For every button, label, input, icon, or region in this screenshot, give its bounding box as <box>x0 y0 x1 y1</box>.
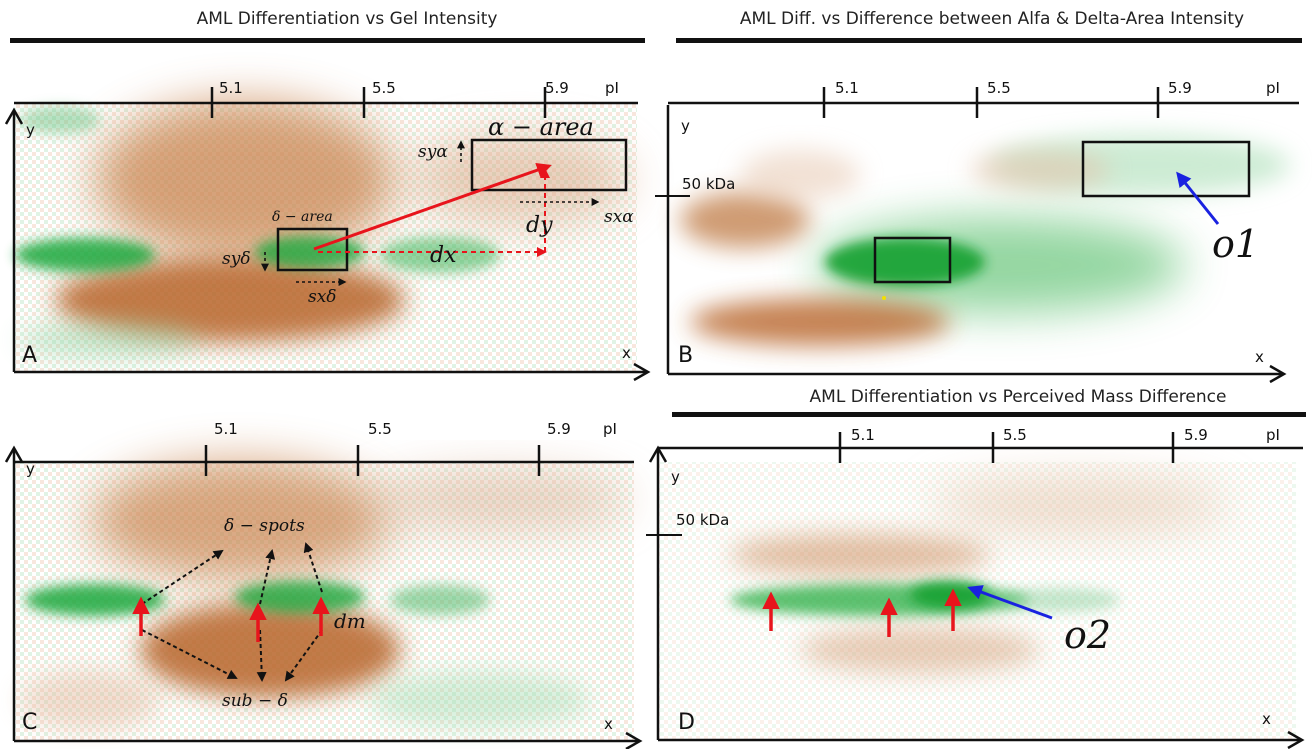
panel-b-gel <box>680 135 1290 346</box>
panel-d-tick-label: 5.5 <box>1003 426 1027 444</box>
panel-b-x-arrowhead <box>1269 364 1287 384</box>
panel-a-title-rule <box>10 38 645 43</box>
panel-d-gel <box>658 462 1296 740</box>
panel-c-gel <box>14 460 634 740</box>
panel-d-pi-label: pI <box>1266 426 1280 444</box>
panel-c-x-arrowhead <box>625 731 643 749</box>
panel-b-tick-label: 5.1 <box>835 79 859 97</box>
sy-delta-label: syδ <box>222 249 251 269</box>
delta-spot-arrow <box>303 542 323 593</box>
panel-b-alpha-box <box>1081 140 1251 198</box>
panel-a-x-arrowhead <box>633 362 651 382</box>
panel-d-tick-label: 5.1 <box>851 426 875 444</box>
o1-label: o1 <box>1212 222 1259 266</box>
panel-c-tick-label: 5.9 <box>547 420 571 438</box>
panel-c-y-label: y <box>26 460 35 478</box>
sx-alpha-label: sxα <box>604 207 634 227</box>
panel-c: 5.1 5.5 5.9 pI y x C δ − spots sub − δ d… <box>4 420 643 749</box>
sub-delta-arrow <box>141 629 238 679</box>
panel-a-tick-label: 5.1 <box>219 79 243 97</box>
dm-label: dm <box>334 609 366 633</box>
panel-b-title: AML Diff. vs Difference between Alfa & D… <box>740 9 1244 29</box>
panel-b-title-rule <box>676 38 1302 43</box>
distance-arrow <box>313 162 552 251</box>
panel-b-delta-box <box>873 236 952 284</box>
o1-pointer-arrow <box>1176 171 1220 225</box>
delta-spots-label: δ − spots <box>224 516 305 536</box>
alpha-area-box <box>470 138 628 192</box>
panel-b-pi-label: pI <box>1266 79 1280 97</box>
panel-c-x-label: x <box>604 715 613 733</box>
panel-a-tick-label: 5.9 <box>545 79 569 97</box>
sub-delta-arrow <box>284 629 323 682</box>
panel-d-tick-label: 5.9 <box>1184 426 1208 444</box>
dx-label: dx <box>430 243 457 268</box>
panel-d-x-label: x <box>1262 710 1271 728</box>
delta-spot-arrow <box>259 549 276 605</box>
panel-c-pi-label: pI <box>603 420 617 438</box>
panel-b-tick-label: 5.5 <box>987 79 1011 97</box>
panel-d-mass-label: 50 kDa <box>676 511 729 529</box>
panel-c-letter: C <box>22 710 37 735</box>
o2-pointer-arrow <box>967 585 1053 620</box>
panel-a-letter: A <box>22 343 37 368</box>
panel-a: AML Differentiation vs Gel Intensity 5.1… <box>4 9 651 382</box>
panel-a-title: AML Differentiation vs Gel Intensity <box>197 9 498 29</box>
sub-delta-arrow <box>256 629 267 682</box>
panel-a-y-arrowhead <box>4 107 24 125</box>
sy-alpha-label: syα <box>418 142 448 162</box>
panel-d-y-arrowhead <box>648 445 668 463</box>
sub-delta-label: sub − δ <box>222 691 288 711</box>
panel-b-x-label: x <box>1255 348 1264 366</box>
panel-a-x-label: x <box>622 344 631 362</box>
panel-d-y-label: y <box>671 468 680 486</box>
panel-b-letter: B <box>678 343 693 368</box>
panel-d-x-arrowhead <box>1287 730 1305 749</box>
panel-a-pi-label: pI <box>605 79 619 97</box>
panel-b-y-label: y <box>681 117 690 135</box>
panel-a-gel <box>14 100 637 371</box>
panel-c-y-arrowhead <box>4 445 24 463</box>
delta-area-box <box>276 227 349 272</box>
panel-b-tick-label: 5.9 <box>1168 79 1192 97</box>
panel-d: AML Differentiation vs Perceived Mass Di… <box>646 387 1306 749</box>
panel-c-tick-label: 5.5 <box>368 420 392 438</box>
sx-delta-label: sxδ <box>308 287 337 307</box>
o2-label: o2 <box>1064 613 1111 657</box>
delta-area-label: δ − area <box>272 209 333 225</box>
panel-d-title-rule <box>672 412 1306 417</box>
panel-d-title: AML Differentiation vs Perceived Mass Di… <box>810 387 1227 407</box>
panel-b-mass-label: 50 kDa <box>682 175 735 193</box>
alpha-area-label: α − area <box>488 113 594 141</box>
panel-a-y-label: y <box>26 121 35 139</box>
delta-spot-arrow <box>141 549 224 605</box>
panel-a-tick-label: 5.5 <box>372 79 396 97</box>
panel-b: AML Diff. vs Difference between Alfa & D… <box>655 9 1302 384</box>
dy-label: dy <box>526 213 553 238</box>
panel-d-letter: D <box>678 710 695 735</box>
panel-c-tick-label: 5.1 <box>214 420 238 438</box>
